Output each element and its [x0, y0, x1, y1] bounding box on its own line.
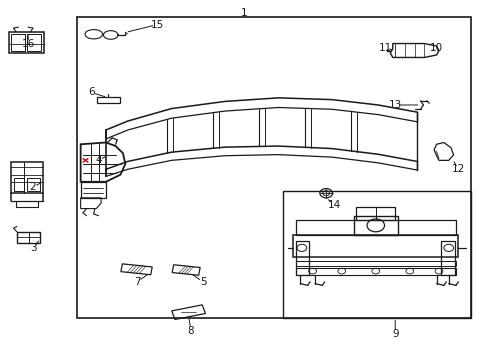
- Text: 6: 6: [88, 87, 95, 98]
- Bar: [356, 207, 394, 220]
- Text: 13: 13: [388, 100, 401, 110]
- Text: 5: 5: [200, 277, 206, 287]
- Text: 1: 1: [241, 8, 247, 18]
- Bar: [9, 32, 43, 53]
- Bar: [27, 33, 41, 51]
- Bar: [295, 261, 455, 266]
- Text: 3: 3: [30, 243, 36, 253]
- Bar: [295, 267, 455, 275]
- Text: 12: 12: [451, 164, 464, 174]
- Bar: [17, 232, 40, 243]
- Text: 15: 15: [150, 19, 163, 30]
- Bar: [292, 235, 458, 257]
- Text: 4: 4: [95, 156, 102, 165]
- Text: 16: 16: [21, 39, 35, 49]
- Bar: [11, 33, 25, 51]
- Bar: [353, 216, 397, 235]
- Bar: [27, 178, 40, 191]
- Bar: [97, 98, 120, 103]
- Bar: [14, 178, 24, 191]
- Bar: [441, 241, 454, 275]
- Text: 11: 11: [378, 43, 391, 53]
- Text: 2: 2: [30, 182, 36, 192]
- Bar: [283, 191, 469, 318]
- Text: 10: 10: [429, 43, 442, 53]
- Bar: [77, 18, 469, 318]
- Bar: [11, 162, 42, 193]
- Text: 7: 7: [134, 277, 141, 287]
- Text: 8: 8: [187, 326, 194, 336]
- Bar: [295, 220, 455, 235]
- Text: 9: 9: [391, 329, 398, 339]
- Bar: [295, 241, 308, 275]
- Text: 14: 14: [327, 200, 340, 210]
